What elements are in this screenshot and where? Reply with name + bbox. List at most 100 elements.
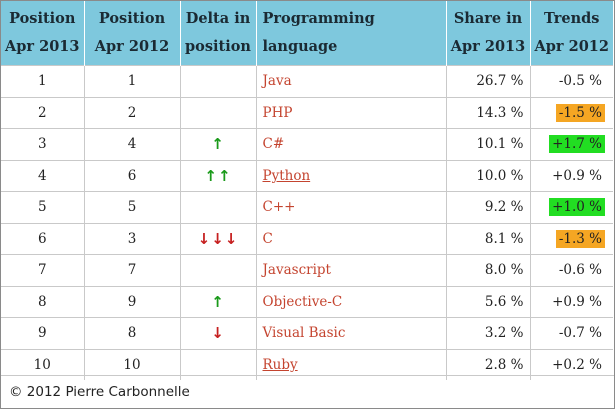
language-cell: Python [256, 159, 447, 192]
header-position-2012: Position Apr 2012 [84, 1, 181, 66]
position-2013-cell: 3 [1, 128, 85, 160]
trend-value: +0.9 % [552, 293, 602, 310]
arrow-up-icon: ↑↑ [204, 166, 232, 185]
position-2013-cell: 5 [1, 191, 85, 223]
trend-value: -1.5 % [555, 103, 605, 122]
language-name: Visual Basic [262, 325, 346, 342]
position-2013-cell: 1 [1, 65, 85, 97]
arrow-down-icon: ↓↓↓ [197, 229, 239, 248]
trend-cell: -1.5 % [530, 96, 613, 129]
share-cell: 9.2 % [446, 191, 531, 223]
position-2012-cell: 7 [84, 254, 181, 286]
position-2012-cell: 2 [84, 96, 181, 129]
delta-cell: ↑↑ [180, 159, 257, 192]
position-2013-cell: 9 [1, 317, 85, 349]
header-line: Apr 2013 [450, 38, 526, 55]
position-2013-cell: 4 [1, 159, 85, 192]
table-row: 9 8 ↓ Visual Basic 3.2 % -0.7 % [1, 317, 613, 349]
header-line: Position [9, 10, 76, 27]
language-cell: C++ [256, 191, 447, 223]
copyright-footer: © 2012 Pierre Carbonnelle [1, 375, 614, 408]
header-line: Apr 2012 [94, 38, 170, 55]
language-name: Java [262, 73, 292, 90]
share-cell: 8.0 % [446, 254, 531, 286]
share-cell: 5.6 % [446, 285, 531, 318]
delta-cell: ↑ [180, 128, 257, 160]
delta-cell: ↓ [180, 317, 257, 349]
delta-cell [180, 254, 257, 286]
trend-value: +1.7 % [549, 135, 605, 154]
language-name: PHP [262, 104, 293, 121]
trend-value: +0.2 % [552, 356, 602, 373]
header-line: Position [98, 10, 166, 27]
trend-cell: +1.7 % [530, 128, 613, 160]
arrow-up-icon: ↑ [211, 135, 225, 154]
table-body: 1 1 Java 26.7 % -0.5 % 2 2 PHP 14.3 % -1.5 % 3 4 ↑ C#… [1, 65, 613, 380]
trend-cell: +0.9 % [530, 159, 613, 192]
language-cell: C# [256, 128, 447, 160]
header-line: Trends [544, 10, 600, 27]
trend-cell: -0.5 % [530, 65, 613, 97]
language-name: C# [262, 136, 285, 153]
trend-value: -0.5 % [558, 73, 602, 90]
language-cell: Java [256, 65, 447, 97]
position-2012-cell: 5 [84, 191, 181, 223]
delta-cell [180, 96, 257, 129]
table-row: 5 5 C++ 9.2 % +1.0 % [1, 191, 613, 223]
share-cell: 2.8 % [446, 348, 531, 380]
table-row: 1 1 Java 26.7 % -0.5 % [1, 65, 613, 97]
header-language: Programming language [256, 1, 447, 66]
trend-cell: -0.6 % [530, 254, 613, 286]
trend-value: +1.0 % [549, 198, 605, 217]
position-2012-cell: 9 [84, 285, 181, 318]
header-line: Delta in [185, 10, 251, 27]
position-2012-cell: 6 [84, 159, 181, 192]
table-row: 7 7 Javascript 8.0 % -0.6 % [1, 254, 613, 286]
table-row: 10 10 Ruby 2.8 % +0.2 % [1, 348, 613, 380]
trend-value: +0.9 % [552, 167, 602, 184]
header-line: Share in [453, 10, 523, 27]
language-link[interactable]: Python [262, 167, 311, 184]
trend-cell: +0.9 % [530, 285, 613, 318]
header-delta: Delta in position [180, 1, 257, 66]
share-cell: 10.1 % [446, 128, 531, 160]
header-line: position [185, 38, 251, 55]
position-2012-cell: 1 [84, 65, 181, 97]
language-name: Objective-C [262, 293, 343, 310]
trend-cell: -1.3 % [530, 222, 613, 255]
header-position-2013: Position Apr 2013 [1, 1, 85, 66]
table-header: Position Apr 2013 Position Apr 2012 Delt… [1, 1, 613, 66]
header-share: Share in Apr 2013 [446, 1, 531, 66]
position-2013-cell: 10 [1, 348, 85, 380]
language-cell: Javascript [256, 254, 447, 286]
table-row: 4 6 ↑↑ Python 10.0 % +0.9 % [1, 159, 613, 192]
delta-cell: ↓↓↓ [180, 222, 257, 255]
language-cell: Visual Basic [256, 317, 447, 349]
position-2012-cell: 4 [84, 128, 181, 160]
trend-value: -0.7 % [558, 325, 602, 342]
trend-cell: +1.0 % [530, 191, 613, 223]
header-line: Apr 2012 [534, 38, 609, 55]
table-row: 2 2 PHP 14.3 % -1.5 % [1, 96, 613, 129]
language-cell: Ruby [256, 348, 447, 380]
table-row: 3 4 ↑ C# 10.1 % +1.7 % [1, 128, 613, 160]
position-2012-cell: 10 [84, 348, 181, 380]
language-name: Javascript [262, 262, 331, 279]
language-name: C [262, 230, 273, 247]
position-2013-cell: 7 [1, 254, 85, 286]
arrow-up-icon: ↑ [211, 292, 225, 311]
header-trends: Trends Apr 2012 [530, 1, 613, 66]
position-2013-cell: 6 [1, 222, 85, 255]
trend-cell: +0.2 % [530, 348, 613, 380]
language-cell: Objective-C [256, 285, 447, 318]
position-2012-cell: 3 [84, 222, 181, 255]
trend-value: -1.3 % [555, 229, 605, 248]
arrow-down-icon: ↓ [211, 324, 225, 343]
header-line: Apr 2013 [5, 38, 80, 55]
position-2013-cell: 2 [1, 96, 85, 129]
language-link[interactable]: Ruby [262, 356, 298, 373]
language-name: C++ [262, 199, 296, 216]
delta-cell: ↑ [180, 285, 257, 318]
trend-cell: -0.7 % [530, 317, 613, 349]
